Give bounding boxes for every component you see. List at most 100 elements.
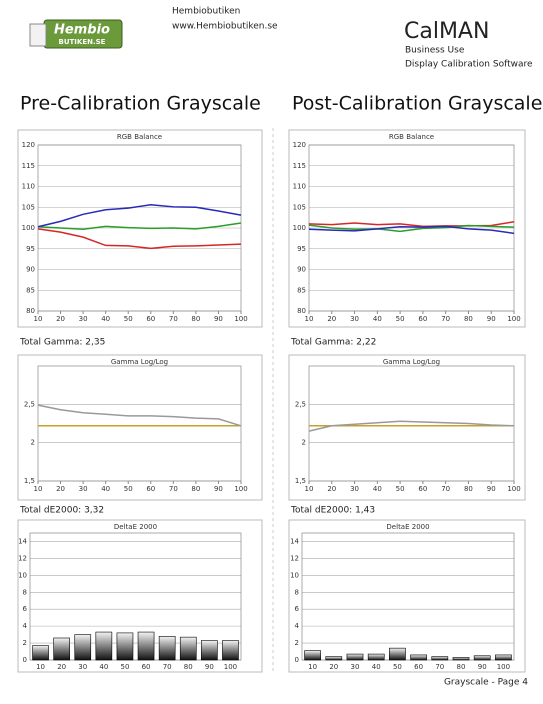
y-tick-label: 110 — [293, 183, 306, 191]
x-tick-label: 10 — [36, 663, 45, 671]
bar — [473, 655, 491, 661]
x-tick-label: 20 — [57, 663, 66, 671]
bar — [222, 640, 239, 661]
logo-popcorn — [29, 23, 47, 47]
x-tick-label: 30 — [79, 315, 88, 323]
y-tick-label: 2 — [302, 439, 306, 447]
x-tick-label: 40 — [101, 485, 110, 493]
y-tick-label: 10 — [290, 571, 299, 579]
footer: Grayscale - Page 4 — [444, 678, 528, 688]
y-tick-label: 120 — [293, 141, 306, 149]
series-line — [37, 222, 242, 230]
logo-bottom: BUTIKEN.SE — [59, 38, 106, 46]
series-line — [308, 420, 515, 432]
y-tick-label: 1,5 — [24, 477, 35, 485]
chart-title: RGB Balance — [389, 133, 434, 141]
plot-border — [29, 532, 242, 661]
bar — [431, 656, 449, 661]
y-tick-label: 2 — [295, 639, 299, 647]
x-tick-label: 90 — [214, 315, 223, 323]
x-tick-label: 60 — [146, 485, 155, 493]
x-tick-label: 10 — [305, 485, 314, 493]
x-tick-label: 40 — [373, 485, 382, 493]
x-tick-label: 10 — [34, 485, 43, 493]
x-tick-label: 30 — [351, 663, 360, 671]
y-tick-label: 95 — [297, 245, 306, 253]
x-tick-label: 40 — [372, 663, 381, 671]
x-tick-label: 80 — [191, 315, 200, 323]
chart-box — [288, 354, 526, 501]
y-tick-label: 115 — [22, 162, 35, 170]
x-tick-label: 10 — [34, 315, 43, 323]
x-tick-label: 90 — [205, 663, 214, 671]
x-tick-label: 80 — [464, 485, 473, 493]
x-tick-label: 100 — [497, 663, 510, 671]
series-line — [37, 404, 242, 427]
y-tick-label: 14 — [18, 537, 27, 545]
y-tick-label: 6 — [23, 605, 28, 613]
x-tick-label: 70 — [441, 315, 450, 323]
gamma-total: Total Gamma: 2,22 — [290, 338, 376, 348]
bar — [304, 650, 321, 661]
x-tick-label: 20 — [56, 485, 65, 493]
bar — [137, 631, 155, 661]
x-tick-label: 30 — [350, 315, 359, 323]
x-tick-label: 20 — [56, 315, 65, 323]
y-tick-label: 85 — [26, 286, 35, 294]
chart-title: DeltaE 2000 — [114, 523, 157, 531]
x-tick-label: 40 — [99, 663, 108, 671]
product: CalMAN — [404, 19, 489, 44]
y-tick-label: 6 — [295, 605, 300, 613]
x-tick-label: 60 — [142, 663, 151, 671]
x-tick-label: 90 — [487, 315, 496, 323]
y-tick-label: 100 — [293, 224, 306, 232]
y-tick-label: 8 — [295, 588, 299, 596]
y-tick-label: 14 — [290, 537, 299, 545]
bar — [116, 632, 134, 661]
y-tick-label: 80 — [297, 307, 306, 315]
bar — [32, 645, 49, 661]
chart-box — [288, 519, 526, 673]
y-tick-label: 2,5 — [295, 400, 306, 408]
plot-border — [308, 365, 515, 482]
x-tick-label: 50 — [120, 663, 129, 671]
y-tick-label: 2 — [31, 439, 35, 447]
y-tick-label: 95 — [26, 245, 35, 253]
bar — [325, 656, 343, 661]
logo: Hembio BUTIKEN.SE — [29, 19, 123, 49]
chart-title: Gamma Log/Log — [383, 358, 440, 366]
series-line — [308, 225, 515, 235]
x-tick-label: 10 — [308, 663, 317, 671]
x-tick-label: 70 — [435, 663, 444, 671]
bar — [367, 653, 385, 661]
chart-box — [288, 129, 526, 328]
x-tick-label: 50 — [124, 315, 133, 323]
x-tick-label: 30 — [350, 485, 359, 493]
x-tick-label: 100 — [234, 485, 247, 493]
y-tick-label: 1,5 — [295, 477, 306, 485]
y-tick-label: 2 — [23, 639, 27, 647]
y-tick-label: 0 — [23, 656, 27, 664]
x-tick-label: 20 — [329, 663, 338, 671]
y-tick-label: 0 — [295, 656, 299, 664]
x-tick-label: 90 — [478, 663, 487, 671]
y-tick-label: 80 — [26, 307, 35, 315]
bar — [74, 634, 92, 661]
bar — [410, 654, 427, 661]
x-tick-label: 60 — [414, 663, 423, 671]
chart-title: RGB Balance — [117, 133, 162, 141]
y-tick-label: 85 — [297, 286, 306, 294]
x-tick-label: 90 — [487, 485, 496, 493]
series-line — [37, 204, 242, 228]
bar — [158, 635, 176, 661]
company: Hembiobutiken — [172, 7, 240, 17]
x-tick-label: 70 — [169, 315, 178, 323]
x-tick-label: 100 — [507, 315, 520, 323]
x-tick-label: 100 — [234, 315, 247, 323]
y-tick-label: 90 — [297, 266, 306, 274]
y-tick-label: 110 — [22, 183, 35, 191]
y-tick-label: 12 — [290, 554, 299, 562]
x-tick-label: 20 — [327, 485, 336, 493]
x-tick-label: 40 — [101, 315, 110, 323]
